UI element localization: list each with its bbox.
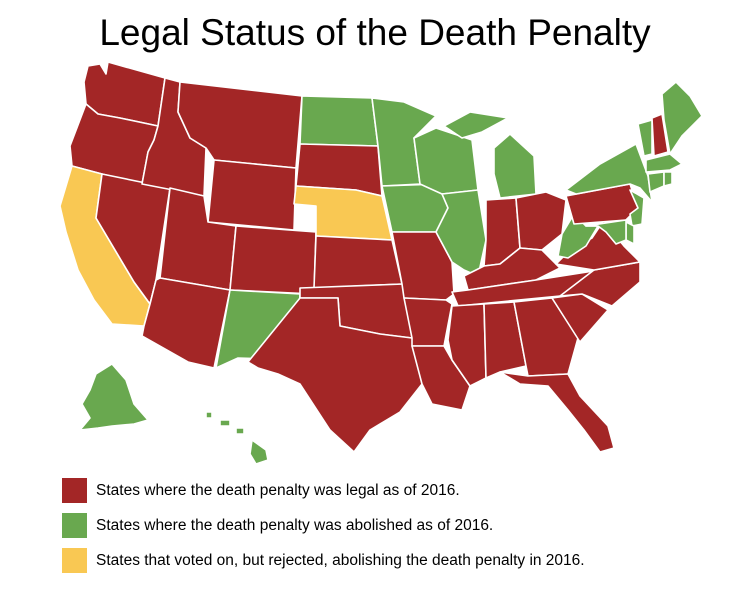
legend-label-abolished: States where the death penalty was aboli… bbox=[96, 517, 494, 534]
state-AL[interactable] bbox=[483, 301, 527, 379]
state-ME[interactable] bbox=[661, 81, 703, 155]
state-IL[interactable] bbox=[435, 189, 487, 277]
state-KS[interactable] bbox=[313, 235, 403, 289]
legend-item-legal: States where the death penalty was legal… bbox=[62, 478, 622, 503]
legend: States where the death penalty was legal… bbox=[62, 478, 622, 583]
state-AR[interactable] bbox=[403, 297, 453, 347]
legend-swatch-legal bbox=[62, 478, 87, 503]
state-DE[interactable] bbox=[625, 221, 635, 245]
state-NY[interactable] bbox=[565, 143, 653, 203]
state-MA[interactable] bbox=[645, 153, 683, 173]
state-WY[interactable] bbox=[207, 159, 297, 231]
state-TX[interactable] bbox=[247, 297, 423, 453]
state-ND[interactable] bbox=[299, 95, 379, 147]
state-MD[interactable] bbox=[585, 219, 627, 245]
legend-swatch-rejected bbox=[62, 548, 87, 573]
state-CT[interactable] bbox=[647, 171, 665, 193]
state-NH[interactable] bbox=[651, 113, 669, 157]
legend-item-rejected: States that voted on, but rejected, abol… bbox=[62, 548, 622, 573]
map-title: Legal Status of the Death Penalty bbox=[99, 12, 651, 53]
state-AZ[interactable] bbox=[141, 277, 231, 369]
legend-item-abolished: States where the death penalty was aboli… bbox=[62, 513, 622, 538]
state-VT[interactable] bbox=[637, 119, 653, 157]
state-CO[interactable] bbox=[229, 225, 317, 295]
state-WI[interactable] bbox=[413, 127, 479, 195]
state-OH[interactable] bbox=[515, 191, 567, 251]
us-death-penalty-map bbox=[59, 61, 703, 465]
legend-label-rejected: States that voted on, but rejected, abol… bbox=[96, 552, 585, 569]
legend-label-legal: States where the death penalty was legal… bbox=[96, 482, 460, 499]
state-LA[interactable] bbox=[411, 345, 471, 411]
state-HI[interactable] bbox=[205, 411, 269, 465]
state-FL[interactable] bbox=[499, 371, 615, 453]
legend-swatch-abolished bbox=[62, 513, 87, 538]
state-RI[interactable] bbox=[663, 171, 673, 187]
state-AK[interactable] bbox=[79, 363, 149, 431]
